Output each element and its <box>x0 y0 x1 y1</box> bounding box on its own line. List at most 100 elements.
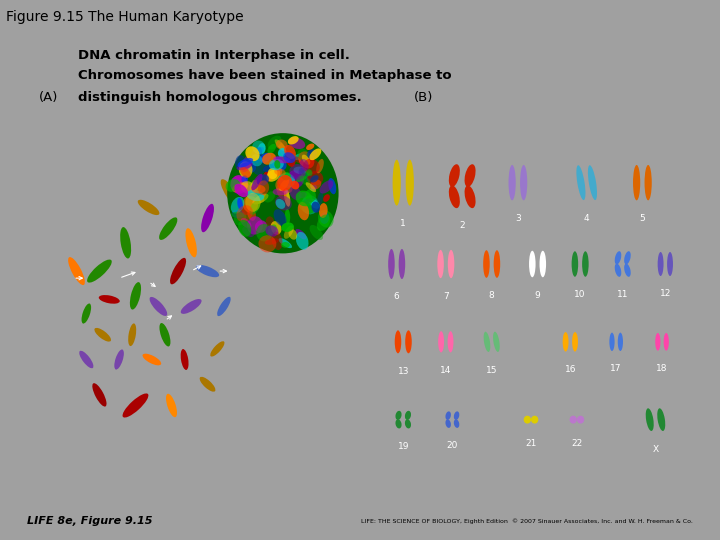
Ellipse shape <box>307 150 318 159</box>
Ellipse shape <box>493 332 500 352</box>
Ellipse shape <box>94 328 111 342</box>
Ellipse shape <box>323 194 330 202</box>
Text: 3: 3 <box>515 214 521 223</box>
Ellipse shape <box>120 227 131 259</box>
Ellipse shape <box>232 182 248 192</box>
Ellipse shape <box>646 408 654 431</box>
Ellipse shape <box>464 164 476 187</box>
Ellipse shape <box>232 210 244 218</box>
Ellipse shape <box>305 183 316 192</box>
Ellipse shape <box>483 250 490 278</box>
Ellipse shape <box>405 160 414 206</box>
Ellipse shape <box>240 167 251 178</box>
Ellipse shape <box>298 151 315 168</box>
Ellipse shape <box>405 419 411 428</box>
Ellipse shape <box>288 136 299 145</box>
Ellipse shape <box>318 210 333 227</box>
Ellipse shape <box>310 180 321 190</box>
Ellipse shape <box>294 166 307 174</box>
Ellipse shape <box>281 185 292 193</box>
Text: 8: 8 <box>489 291 495 300</box>
Text: (A): (A) <box>38 91 58 104</box>
Text: distinguish homologous chromsomes.: distinguish homologous chromsomes. <box>78 91 361 104</box>
Ellipse shape <box>572 251 578 276</box>
Ellipse shape <box>246 190 264 201</box>
Ellipse shape <box>657 252 664 276</box>
Ellipse shape <box>494 250 500 278</box>
Ellipse shape <box>250 200 260 215</box>
Ellipse shape <box>276 139 287 150</box>
Ellipse shape <box>446 411 451 420</box>
Ellipse shape <box>395 419 402 428</box>
Ellipse shape <box>303 159 320 174</box>
Ellipse shape <box>241 176 248 183</box>
Text: 17: 17 <box>611 364 622 374</box>
Ellipse shape <box>251 154 262 166</box>
Text: 18: 18 <box>657 364 667 373</box>
Ellipse shape <box>271 157 287 171</box>
Ellipse shape <box>311 184 317 191</box>
Ellipse shape <box>644 165 652 200</box>
Ellipse shape <box>201 204 214 232</box>
Ellipse shape <box>395 330 401 353</box>
Ellipse shape <box>236 205 253 222</box>
Ellipse shape <box>247 217 263 235</box>
Ellipse shape <box>256 178 263 185</box>
Ellipse shape <box>309 199 320 209</box>
Ellipse shape <box>217 297 230 316</box>
Ellipse shape <box>253 194 269 205</box>
Ellipse shape <box>285 209 290 225</box>
Ellipse shape <box>448 250 454 278</box>
Text: 12: 12 <box>660 289 671 299</box>
Ellipse shape <box>572 332 578 352</box>
Ellipse shape <box>299 201 314 214</box>
Ellipse shape <box>667 252 673 276</box>
Ellipse shape <box>316 159 324 173</box>
Text: 21: 21 <box>526 439 536 448</box>
Ellipse shape <box>241 155 252 172</box>
Ellipse shape <box>296 232 309 250</box>
Ellipse shape <box>300 176 310 185</box>
Ellipse shape <box>266 217 274 228</box>
Ellipse shape <box>562 332 569 352</box>
Text: 9: 9 <box>535 291 541 300</box>
Circle shape <box>228 133 338 253</box>
Ellipse shape <box>258 143 266 155</box>
Ellipse shape <box>293 153 305 160</box>
Ellipse shape <box>266 168 280 182</box>
Ellipse shape <box>240 218 251 228</box>
Ellipse shape <box>256 174 269 186</box>
Ellipse shape <box>256 224 272 241</box>
Ellipse shape <box>303 199 312 205</box>
Ellipse shape <box>247 207 256 221</box>
Text: 1: 1 <box>400 219 406 228</box>
Ellipse shape <box>143 354 161 366</box>
Ellipse shape <box>271 232 282 250</box>
Ellipse shape <box>282 154 291 162</box>
Ellipse shape <box>310 175 319 183</box>
Ellipse shape <box>92 383 107 407</box>
Text: 22: 22 <box>571 439 582 448</box>
Ellipse shape <box>395 411 402 420</box>
Ellipse shape <box>484 332 490 352</box>
Ellipse shape <box>655 333 660 350</box>
Text: 11: 11 <box>617 290 629 299</box>
Text: 20: 20 <box>446 441 458 450</box>
Ellipse shape <box>399 249 405 279</box>
Ellipse shape <box>624 264 631 277</box>
Ellipse shape <box>312 201 320 213</box>
Ellipse shape <box>271 221 282 235</box>
Ellipse shape <box>231 197 244 214</box>
Ellipse shape <box>246 185 256 197</box>
Ellipse shape <box>454 420 459 428</box>
Ellipse shape <box>170 258 186 285</box>
Text: 2: 2 <box>459 221 465 230</box>
Ellipse shape <box>295 229 307 239</box>
Ellipse shape <box>508 165 516 200</box>
Ellipse shape <box>289 229 297 240</box>
Ellipse shape <box>196 265 219 277</box>
Ellipse shape <box>284 225 294 239</box>
Ellipse shape <box>299 168 305 176</box>
Ellipse shape <box>234 211 246 225</box>
Ellipse shape <box>279 238 292 248</box>
